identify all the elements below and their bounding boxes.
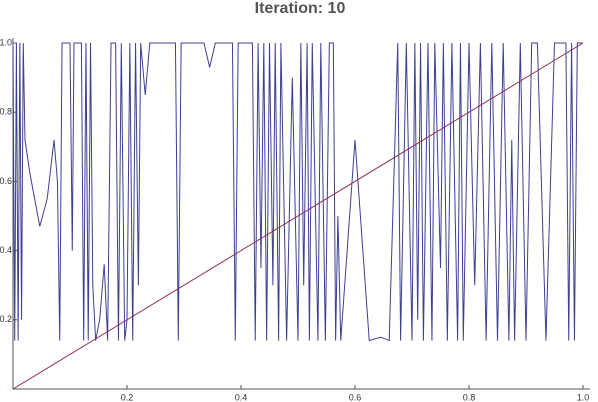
series-line	[12, 42, 584, 390]
y-tick-label: 0.2	[0, 314, 12, 324]
x-tick-label: 0.4	[235, 392, 248, 402]
y-tick-label: 0.4	[0, 245, 12, 255]
chart-title: Iteration: 10	[255, 0, 346, 17]
x-tick-label: 0.8	[463, 392, 476, 402]
series-line	[12, 42, 583, 342]
x-tick-label: 1.0	[577, 392, 590, 402]
y-tick-label: 1.0	[0, 37, 12, 47]
x-tick-label: 0.2	[121, 392, 134, 402]
y-tick-label: 0.6	[0, 176, 12, 186]
x-tick-label: 0.6	[349, 392, 362, 402]
y-tick-label: 0.8	[0, 107, 12, 117]
